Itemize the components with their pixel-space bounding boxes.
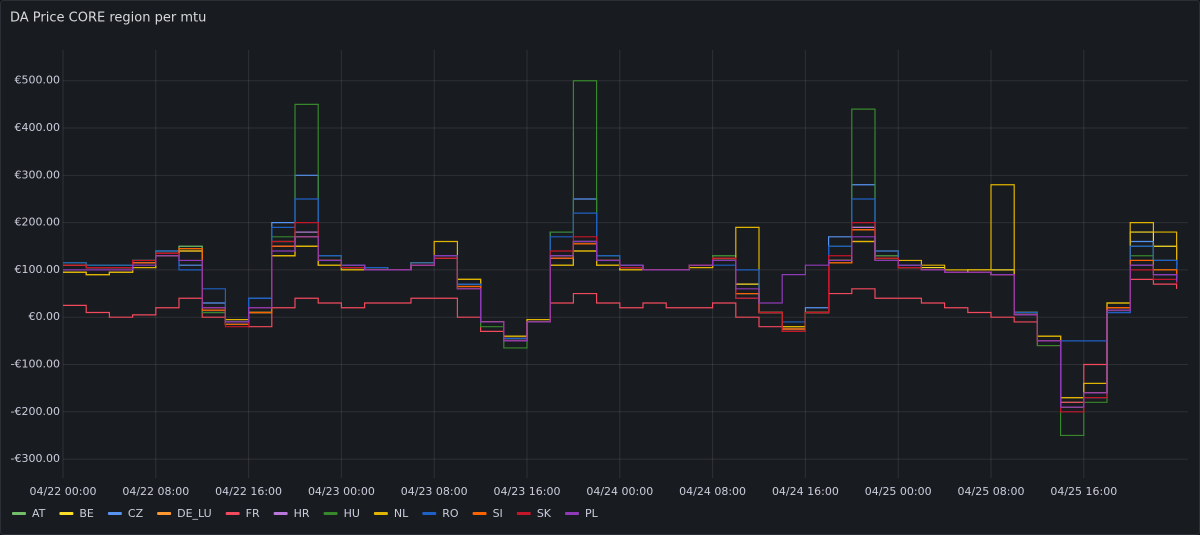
x-tick-label: 04/24 08:00 [679, 485, 746, 498]
legend-swatch [472, 512, 487, 515]
y-tick-label: €0.00 [29, 310, 61, 323]
legend-label: SK [537, 507, 552, 520]
x-tick-label: 04/22 08:00 [122, 485, 189, 498]
series-line [63, 236, 1178, 408]
y-tick-label: €500.00 [15, 74, 61, 87]
legend-label: RO [442, 507, 459, 520]
legend-swatch [157, 512, 172, 515]
legend-label: DE_LU [177, 507, 212, 520]
legend-label: BE [79, 507, 94, 520]
x-tick-label: 04/24 00:00 [586, 485, 653, 498]
legend-label: NL [394, 507, 409, 520]
x-tick-label: 04/23 00:00 [308, 485, 375, 498]
legend-swatch [422, 512, 437, 515]
legend-label: SI [493, 507, 503, 520]
legend-label: HU [344, 507, 360, 520]
y-tick-label: -€200.00 [11, 405, 60, 418]
legend-label: FR [246, 507, 260, 520]
x-tick-label: 04/24 16:00 [772, 485, 839, 498]
y-tick-label: €100.00 [15, 263, 61, 276]
legend-swatch [12, 512, 26, 515]
chart-title: DA Price CORE region per mtu [10, 11, 206, 26]
y-tick-label: €300.00 [15, 168, 61, 181]
x-tick-label: 04/22 00:00 [30, 485, 97, 498]
legend-swatch [565, 512, 580, 515]
legend-label: AT [32, 507, 46, 520]
x-tick-label: 04/23 16:00 [494, 485, 561, 498]
x-tick-label: 04/25 08:00 [958, 485, 1025, 498]
x-tick-label: 04/22 16:00 [215, 485, 282, 498]
x-tick-label: 04/25 00:00 [865, 485, 932, 498]
legend-label: PL [585, 507, 599, 520]
x-tick-label: 04/23 08:00 [401, 485, 468, 498]
y-tick-label: €200.00 [15, 216, 61, 229]
legend-label: HR [294, 507, 310, 520]
legend-swatch [225, 512, 240, 515]
y-tick-label: €400.00 [15, 121, 61, 134]
legend-swatch [107, 512, 122, 515]
legend-swatch [273, 512, 288, 515]
legend-swatch [59, 512, 74, 515]
legend-swatch [323, 512, 338, 515]
y-tick-label: -€300.00 [11, 452, 60, 465]
y-tick-label: -€100.00 [11, 357, 60, 370]
x-tick-label: 04/25 16:00 [1050, 485, 1117, 498]
legend-label: CZ [128, 507, 144, 520]
legend-swatch [516, 512, 531, 515]
legend-swatch [373, 512, 388, 515]
